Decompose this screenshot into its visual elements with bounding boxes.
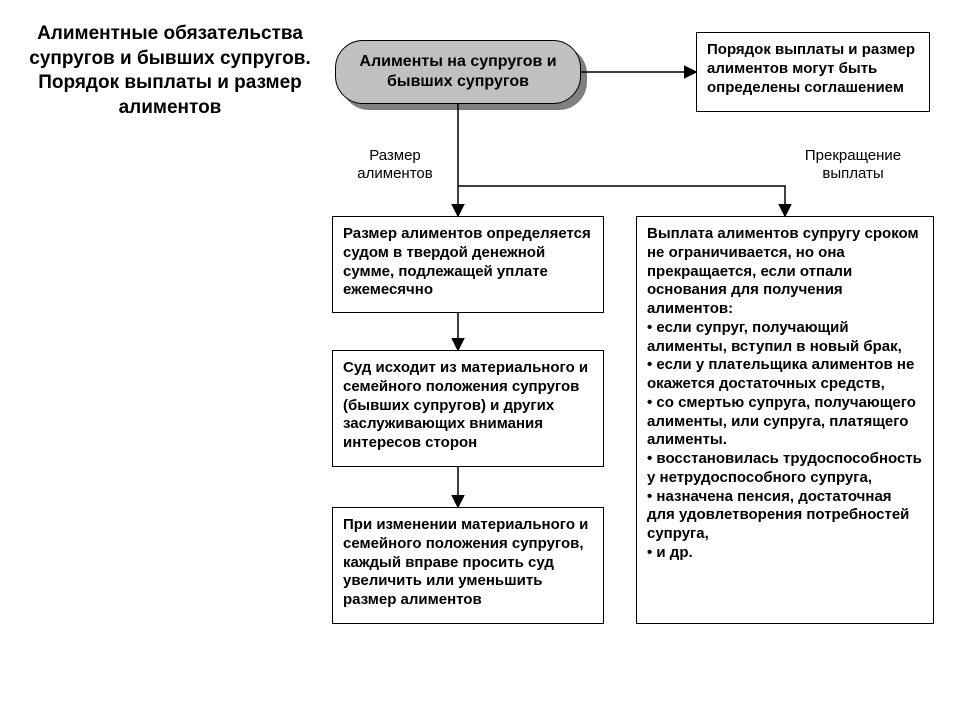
order-node: Порядок выплаты и размер алиментов могут… bbox=[696, 32, 930, 112]
label-size: Размер алиментов bbox=[345, 147, 445, 183]
stop1-node: Выплата алиментов супругу сроком не огра… bbox=[636, 216, 934, 624]
label-stop: Прекращение выплаты bbox=[783, 147, 923, 183]
size3-node: При изменении материального и семейного … bbox=[332, 507, 604, 624]
size2-node: Суд исходит из материального и семейного… bbox=[332, 350, 604, 467]
diagram-title: Алиментные обязательства супругов и бывш… bbox=[20, 22, 320, 121]
flowchart-canvas: Алиментные обязательства супругов и бывш… bbox=[0, 0, 960, 720]
size1-node: Размер алиментов определяется судом в тв… bbox=[332, 216, 604, 313]
root-node: Алименты на супругов и бывших супругов bbox=[335, 40, 581, 104]
